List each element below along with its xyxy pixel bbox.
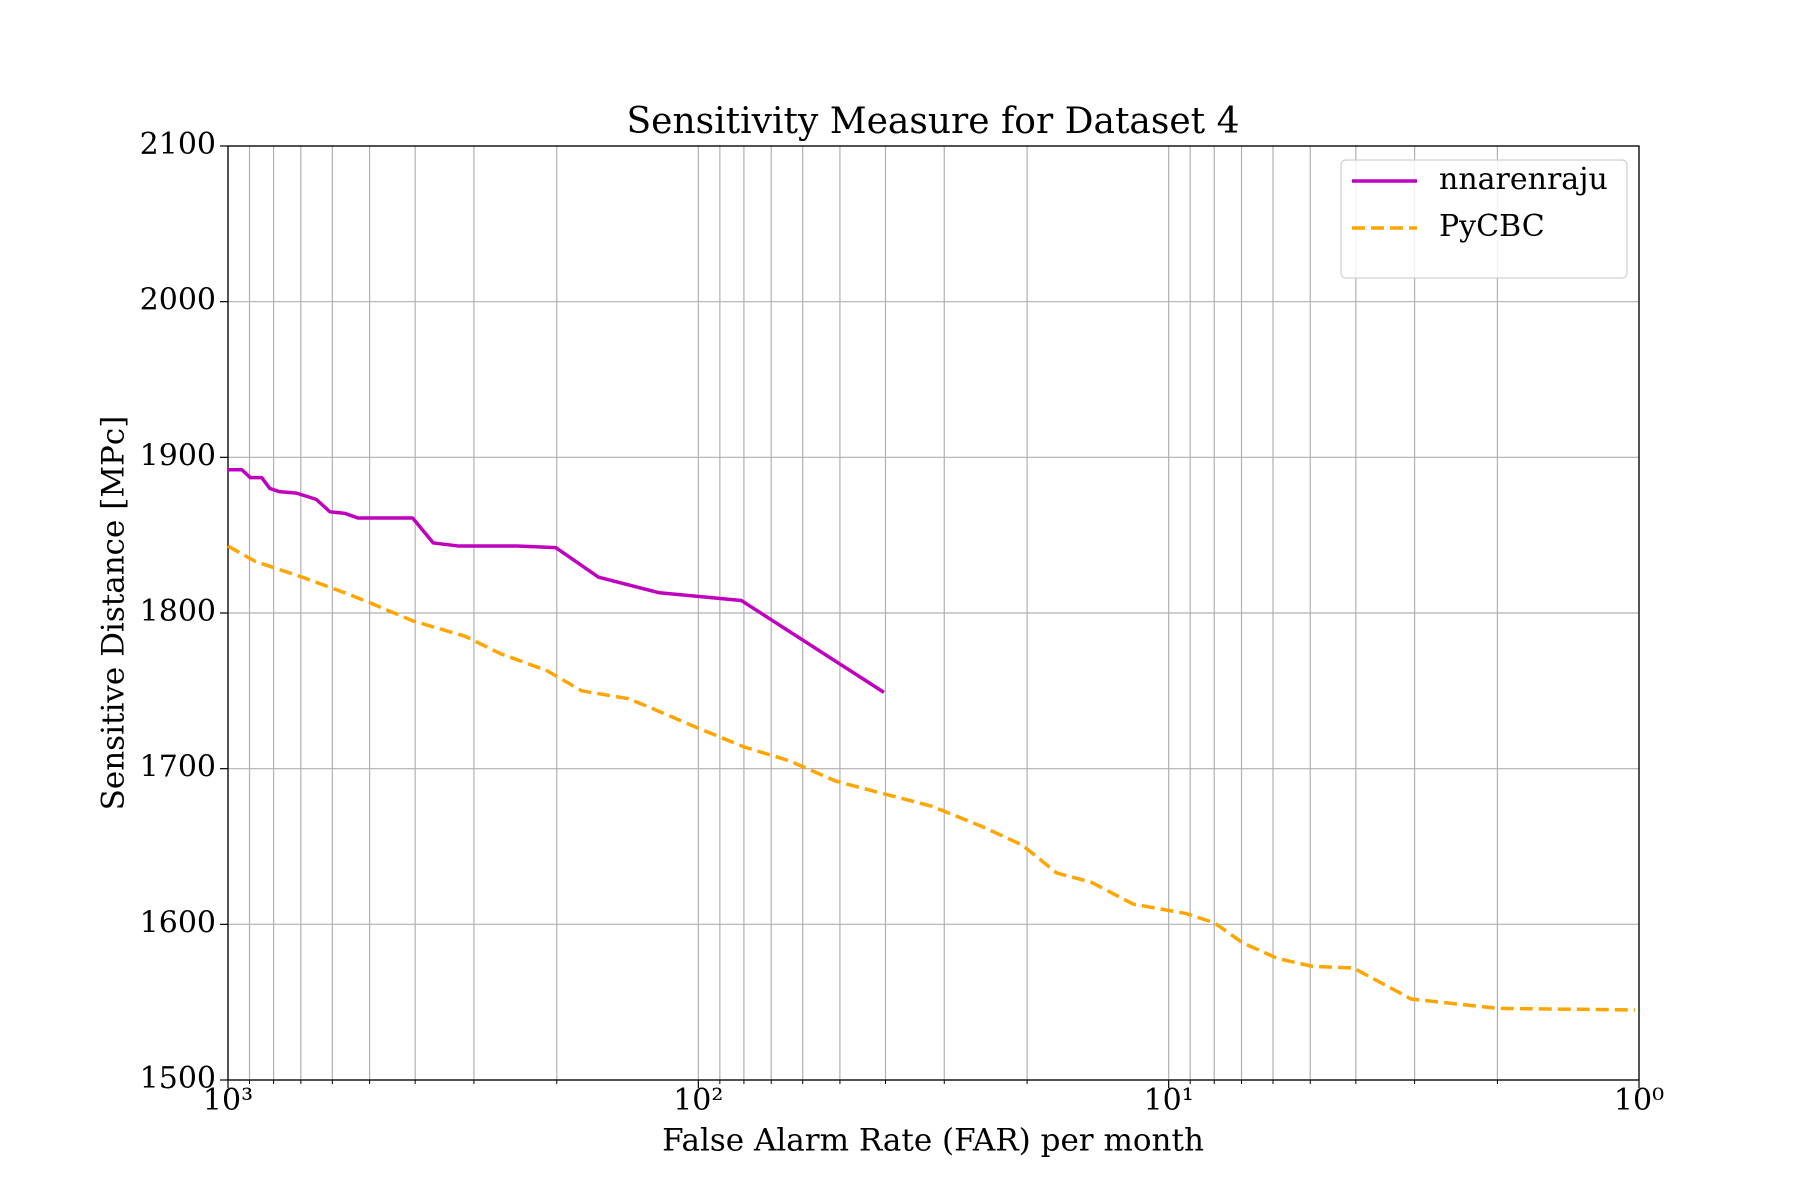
legend-box [1340, 159, 1628, 279]
x-tick-label: 10³ [203, 1083, 253, 1118]
x-tick-label: 10⁰ [1614, 1083, 1664, 1118]
y-axis-label: Sensitive Distance [MPc] [96, 416, 132, 811]
chart-title: Sensitivity Measure for Dataset 4 [627, 101, 1240, 142]
y-tick-label: 2000 [140, 283, 216, 318]
y-tick-label: 2100 [140, 127, 216, 162]
x-tick-label: 10¹ [1144, 1083, 1194, 1118]
series-line [227, 544, 1635, 1012]
plot-frame [227, 145, 1640, 1081]
y-tick-label: 1500 [140, 1061, 216, 1096]
x-tick-label: 10² [673, 1083, 723, 1118]
y-tick-label: 1800 [140, 594, 216, 629]
x-axis-label: False Alarm Rate (FAR) per month [662, 1123, 1204, 1159]
legend-label: nnarenraju [1439, 162, 1608, 197]
series-line [228, 468, 885, 694]
y-tick-label: 1600 [140, 905, 216, 940]
legend-label: PyCBC [1439, 209, 1545, 244]
y-tick-label: 1900 [140, 438, 216, 473]
y-tick-label: 1700 [140, 750, 216, 785]
